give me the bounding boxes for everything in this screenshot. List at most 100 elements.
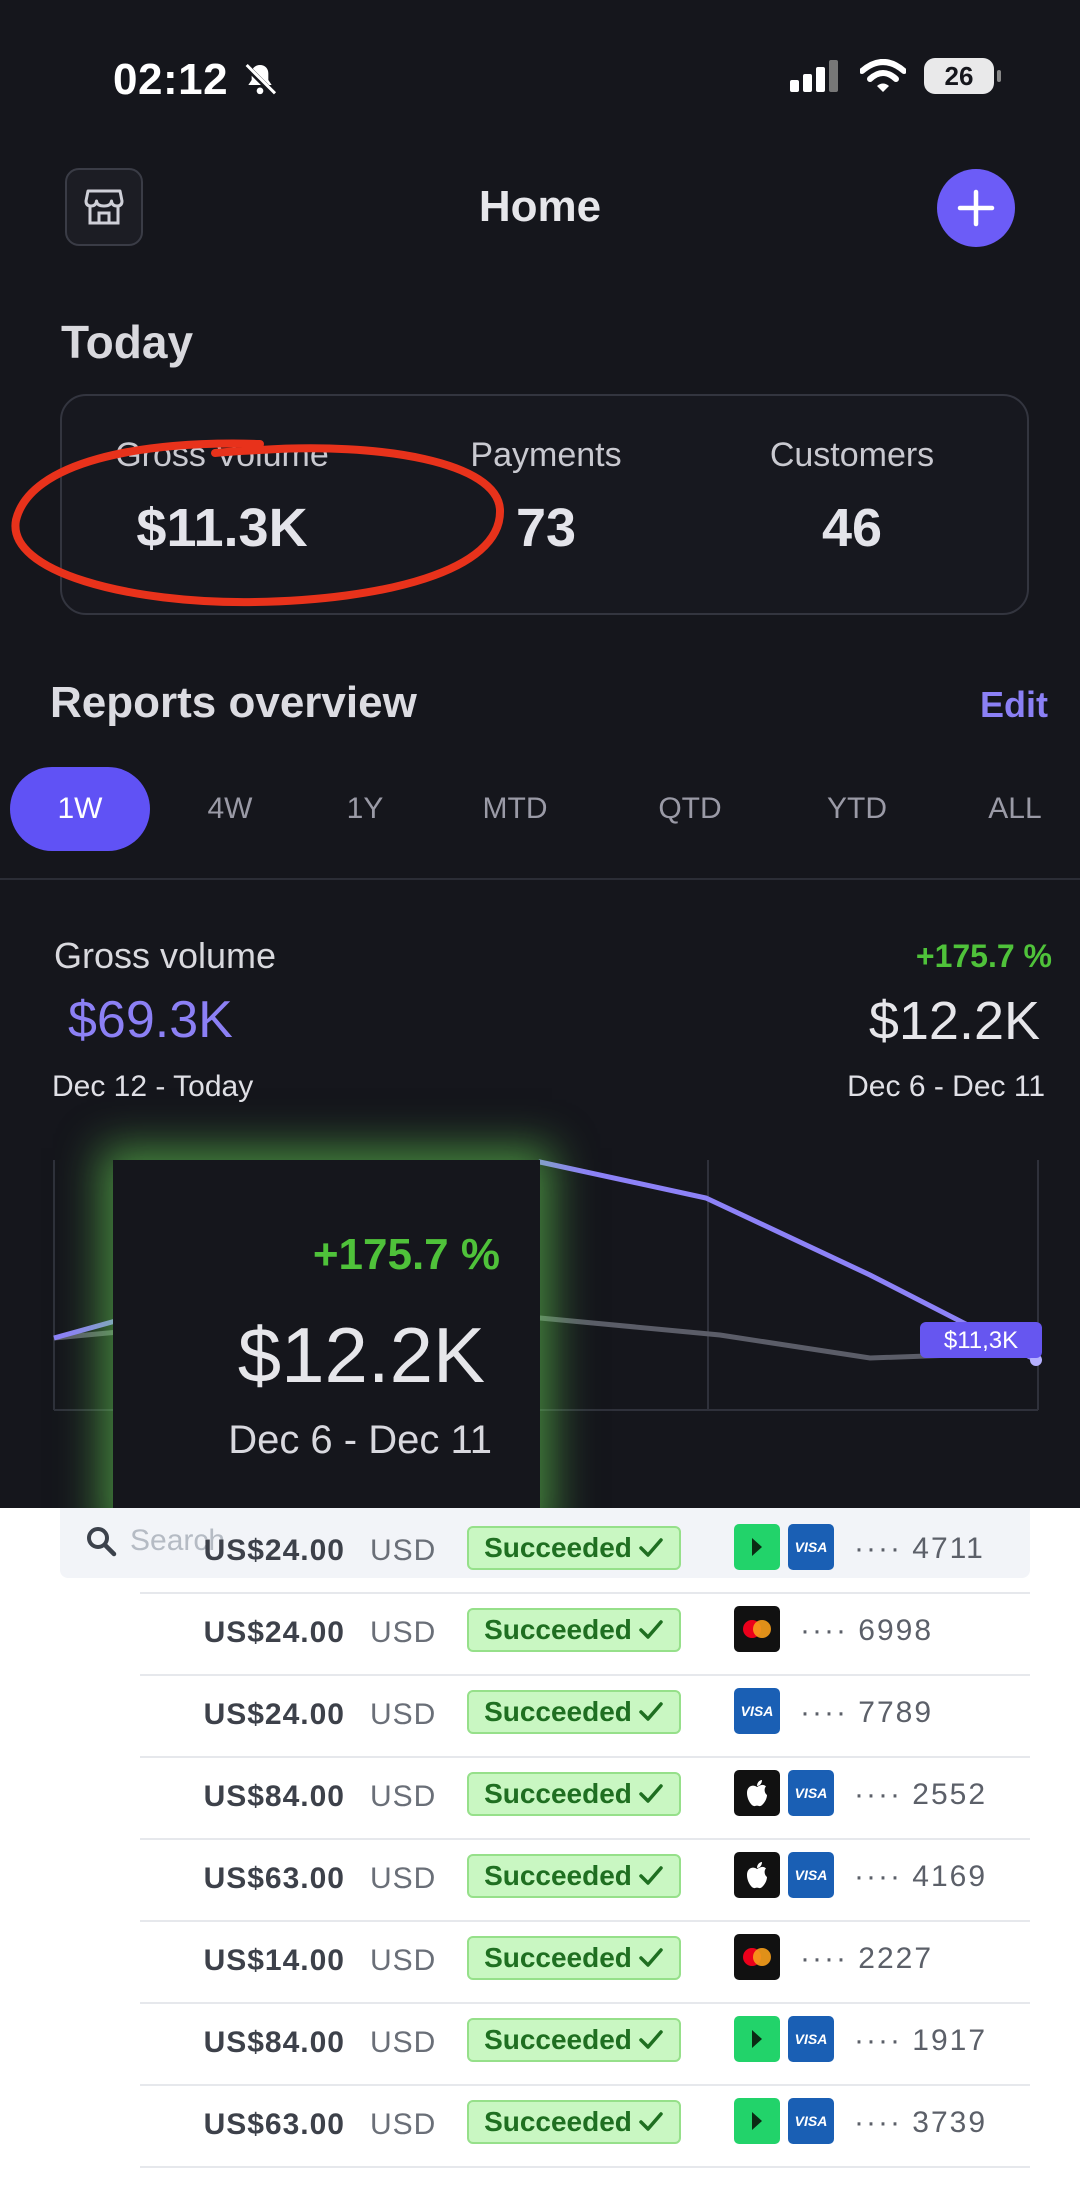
status-badge: Succeeded: [467, 1772, 681, 1816]
battery-indicator: 26: [924, 58, 1001, 94]
zoom-value: $12.2K: [237, 1311, 485, 1399]
tx-amount: US$24.00: [203, 1534, 345, 1567]
red-circle-annotation: [11, 439, 505, 607]
payment-method-icons: VISA: [734, 2016, 834, 2062]
stat-label: Customers: [769, 436, 935, 474]
tx-currency: USD: [370, 1534, 437, 1567]
search-icon: [87, 1527, 117, 1557]
checkmark-icon: [639, 2112, 663, 2131]
status-badge: Succeeded: [467, 2100, 681, 2144]
add-button[interactable]: [937, 169, 1015, 247]
payment-method-icons: VISA: [734, 1852, 834, 1898]
apple-pay-icon: [734, 1852, 780, 1898]
tab-4w[interactable]: 4W: [207, 792, 253, 825]
table-row[interactable]: US$24.00 USD Succeeded ···· 6998: [140, 1594, 1030, 1676]
status-badge-label: Succeeded: [484, 1942, 632, 1973]
checkmark-icon: [639, 1538, 663, 1557]
gross-volume-label: Gross volume: [54, 935, 277, 976]
status-indicators: 26: [790, 58, 1001, 94]
table-row[interactable]: US$24.00 USD Succeeded VISA ···· 4711: [140, 1512, 1030, 1594]
table-row[interactable]: US$84.00 USD Succeeded VISA ···· 1917: [140, 2004, 1030, 2086]
page-title: Home: [478, 182, 602, 231]
table-row[interactable]: US$14.00 USD Succeeded ···· 2227: [140, 1922, 1030, 2004]
tab-qtd[interactable]: QTD: [658, 792, 722, 825]
tx-amount: US$84.00: [203, 2026, 345, 2059]
transactions-panel: Search US$24.00 USD Succeeded VISA ···· 4711…: [0, 1508, 1080, 2212]
tab-all[interactable]: ALL: [988, 792, 1042, 825]
checkmark-icon: [639, 1784, 663, 1803]
status-time: 02:12: [113, 55, 229, 104]
tab-mtd[interactable]: MTD: [482, 792, 548, 825]
table-row[interactable]: US$24.00 USD Succeeded VISA ···· 7789: [140, 1676, 1030, 1758]
card-last4: ···· 3739: [854, 2106, 988, 2139]
payment-method-icons: VISA: [734, 1524, 834, 1570]
visa-icon: VISA: [734, 1688, 780, 1734]
stat-value: 73: [515, 498, 577, 558]
tx-currency: USD: [370, 1698, 437, 1731]
edit-button[interactable]: Edit: [980, 684, 1048, 725]
tx-currency: USD: [370, 1944, 437, 1977]
status-badge: Succeeded: [467, 1854, 681, 1898]
table-row[interactable]: US$63.00 USD Succeeded VISA ···· 4169: [140, 1840, 1030, 1922]
payment-method-icons: [734, 1934, 780, 1980]
visa-icon: VISA: [788, 2016, 834, 2062]
zoom-annotation-box: +175.7 % $12.2K Dec 6 - Dec 11: [113, 1160, 540, 1508]
chart-end-tag-bg: [920, 1322, 1042, 1358]
chart-end-tag: $11,3K: [944, 1327, 1018, 1354]
card-last4: ···· 4711: [854, 1532, 985, 1565]
visa-icon: VISA: [788, 1852, 834, 1898]
status-badge-label: Succeeded: [484, 2024, 632, 2055]
reports-heading: Reports overview: [50, 678, 417, 727]
card-last4: ···· 6998: [800, 1614, 934, 1647]
signal-icon: [790, 60, 838, 92]
stat-payments[interactable]: Payments 73: [446, 436, 646, 559]
tab-ytd[interactable]: YTD: [827, 792, 887, 825]
mastercard-icon: [734, 1934, 780, 1980]
checkmark-icon: [639, 1702, 663, 1721]
tab-1y[interactable]: 1Y: [346, 792, 384, 825]
tab-1w[interactable]: 1W: [10, 767, 150, 851]
status-badge-label: Succeeded: [484, 1696, 632, 1727]
table-row[interactable]: US$84.00 USD Succeeded VISA ···· 2552: [140, 1758, 1030, 1840]
visa-icon: VISA: [788, 1524, 834, 1570]
link-pay-icon: [734, 2098, 780, 2144]
status-badge-label: Succeeded: [484, 1778, 632, 1809]
stat-label: Payments: [470, 436, 622, 474]
today-heading: Today: [61, 316, 194, 368]
compare-percent: +175.7 %: [915, 938, 1052, 974]
store-button[interactable]: [65, 168, 143, 246]
dark-app-screen: 02:12 26 Home To: [0, 0, 1080, 1508]
tx-currency: USD: [370, 2026, 437, 2059]
gross-volume-value: $69.3K: [68, 991, 233, 1049]
tx-currency: USD: [370, 1780, 437, 1813]
card-last4: ···· 7789: [800, 1696, 934, 1729]
tx-amount: US$84.00: [203, 1780, 345, 1813]
payment-method-icons: VISA: [734, 1770, 834, 1816]
status-badge: Succeeded: [467, 1608, 681, 1652]
gross-volume-range: Dec 12 - Today: [52, 1070, 254, 1103]
storefront-icon: [84, 189, 124, 225]
table-row[interactable]: US$63.00 USD Succeeded VISA ···· 3739: [140, 2086, 1030, 2168]
stat-customers[interactable]: Customers 46: [742, 436, 962, 559]
status-badge: Succeeded: [467, 1936, 681, 1980]
tx-amount: US$63.00: [203, 1862, 345, 1895]
status-badge-label: Succeeded: [484, 2106, 632, 2137]
status-badge-label: Succeeded: [484, 1532, 632, 1563]
payment-method-icons: VISA: [734, 1688, 780, 1734]
tx-currency: USD: [370, 1616, 437, 1649]
zoom-range: Dec 6 - Dec 11: [228, 1418, 492, 1462]
checkmark-icon: [639, 1866, 663, 1885]
tx-currency: USD: [370, 1862, 437, 1895]
checkmark-icon: [639, 1620, 663, 1639]
stat-value: $11.3K: [136, 498, 308, 558]
mastercard-icon: [734, 1606, 780, 1652]
status-badge-label: Succeeded: [484, 1860, 632, 1891]
card-last4: ···· 2227: [800, 1942, 934, 1975]
compare-range: Dec 6 - Dec 11: [847, 1070, 1045, 1103]
status-badge: Succeeded: [467, 1690, 681, 1734]
card-last4: ···· 4169: [854, 1860, 988, 1893]
zoom-percent: +175.7 %: [312, 1230, 500, 1279]
search-input[interactable]: Search: [130, 1524, 226, 1557]
today-stats-card[interactable]: Gross Volume $11.3K Payments 73 Customer…: [60, 394, 1029, 615]
status-badge-label: Succeeded: [484, 1614, 632, 1645]
